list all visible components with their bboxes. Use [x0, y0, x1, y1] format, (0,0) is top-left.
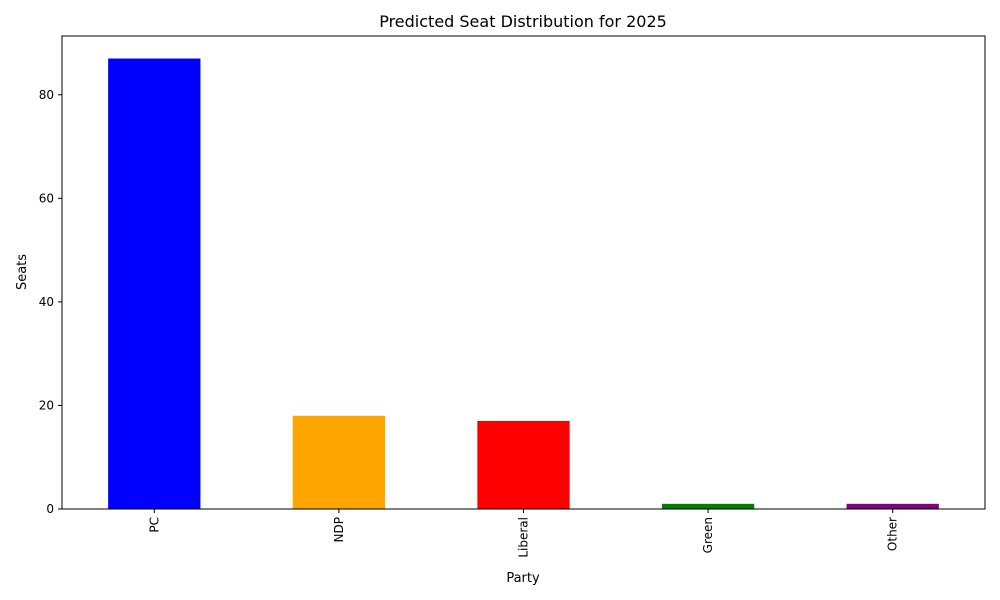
- bar-pc: [108, 58, 201, 510]
- x-tick-label: NDP: [332, 517, 346, 542]
- x-tick-label: Green: [701, 517, 715, 553]
- bar-ndp: [292, 415, 386, 509]
- x-axis-ticks: PC NDP Liberal Green Other: [147, 509, 900, 558]
- bars-group: [108, 58, 939, 510]
- y-tick-label: 20: [39, 398, 54, 412]
- bar-green: [661, 503, 755, 509]
- x-tick-label: Other: [886, 517, 900, 551]
- y-tick-label: 0: [46, 502, 54, 516]
- y-axis-label: Seats: [15, 254, 30, 290]
- y-tick-label: 80: [39, 88, 54, 102]
- bar-liberal: [477, 420, 570, 509]
- x-axis-label: Party: [506, 571, 540, 586]
- plot-frame: [61, 35, 986, 510]
- bar-other: [846, 503, 939, 509]
- chart-title: Predicted Seat Distribution for 2025: [379, 12, 667, 31]
- x-tick-label: Liberal: [517, 517, 531, 558]
- y-tick-label: 40: [39, 295, 54, 309]
- y-tick-label: 60: [39, 191, 54, 205]
- y-axis-ticks: 0 20 40 60 80: [39, 88, 62, 516]
- x-tick-label: PC: [147, 517, 161, 533]
